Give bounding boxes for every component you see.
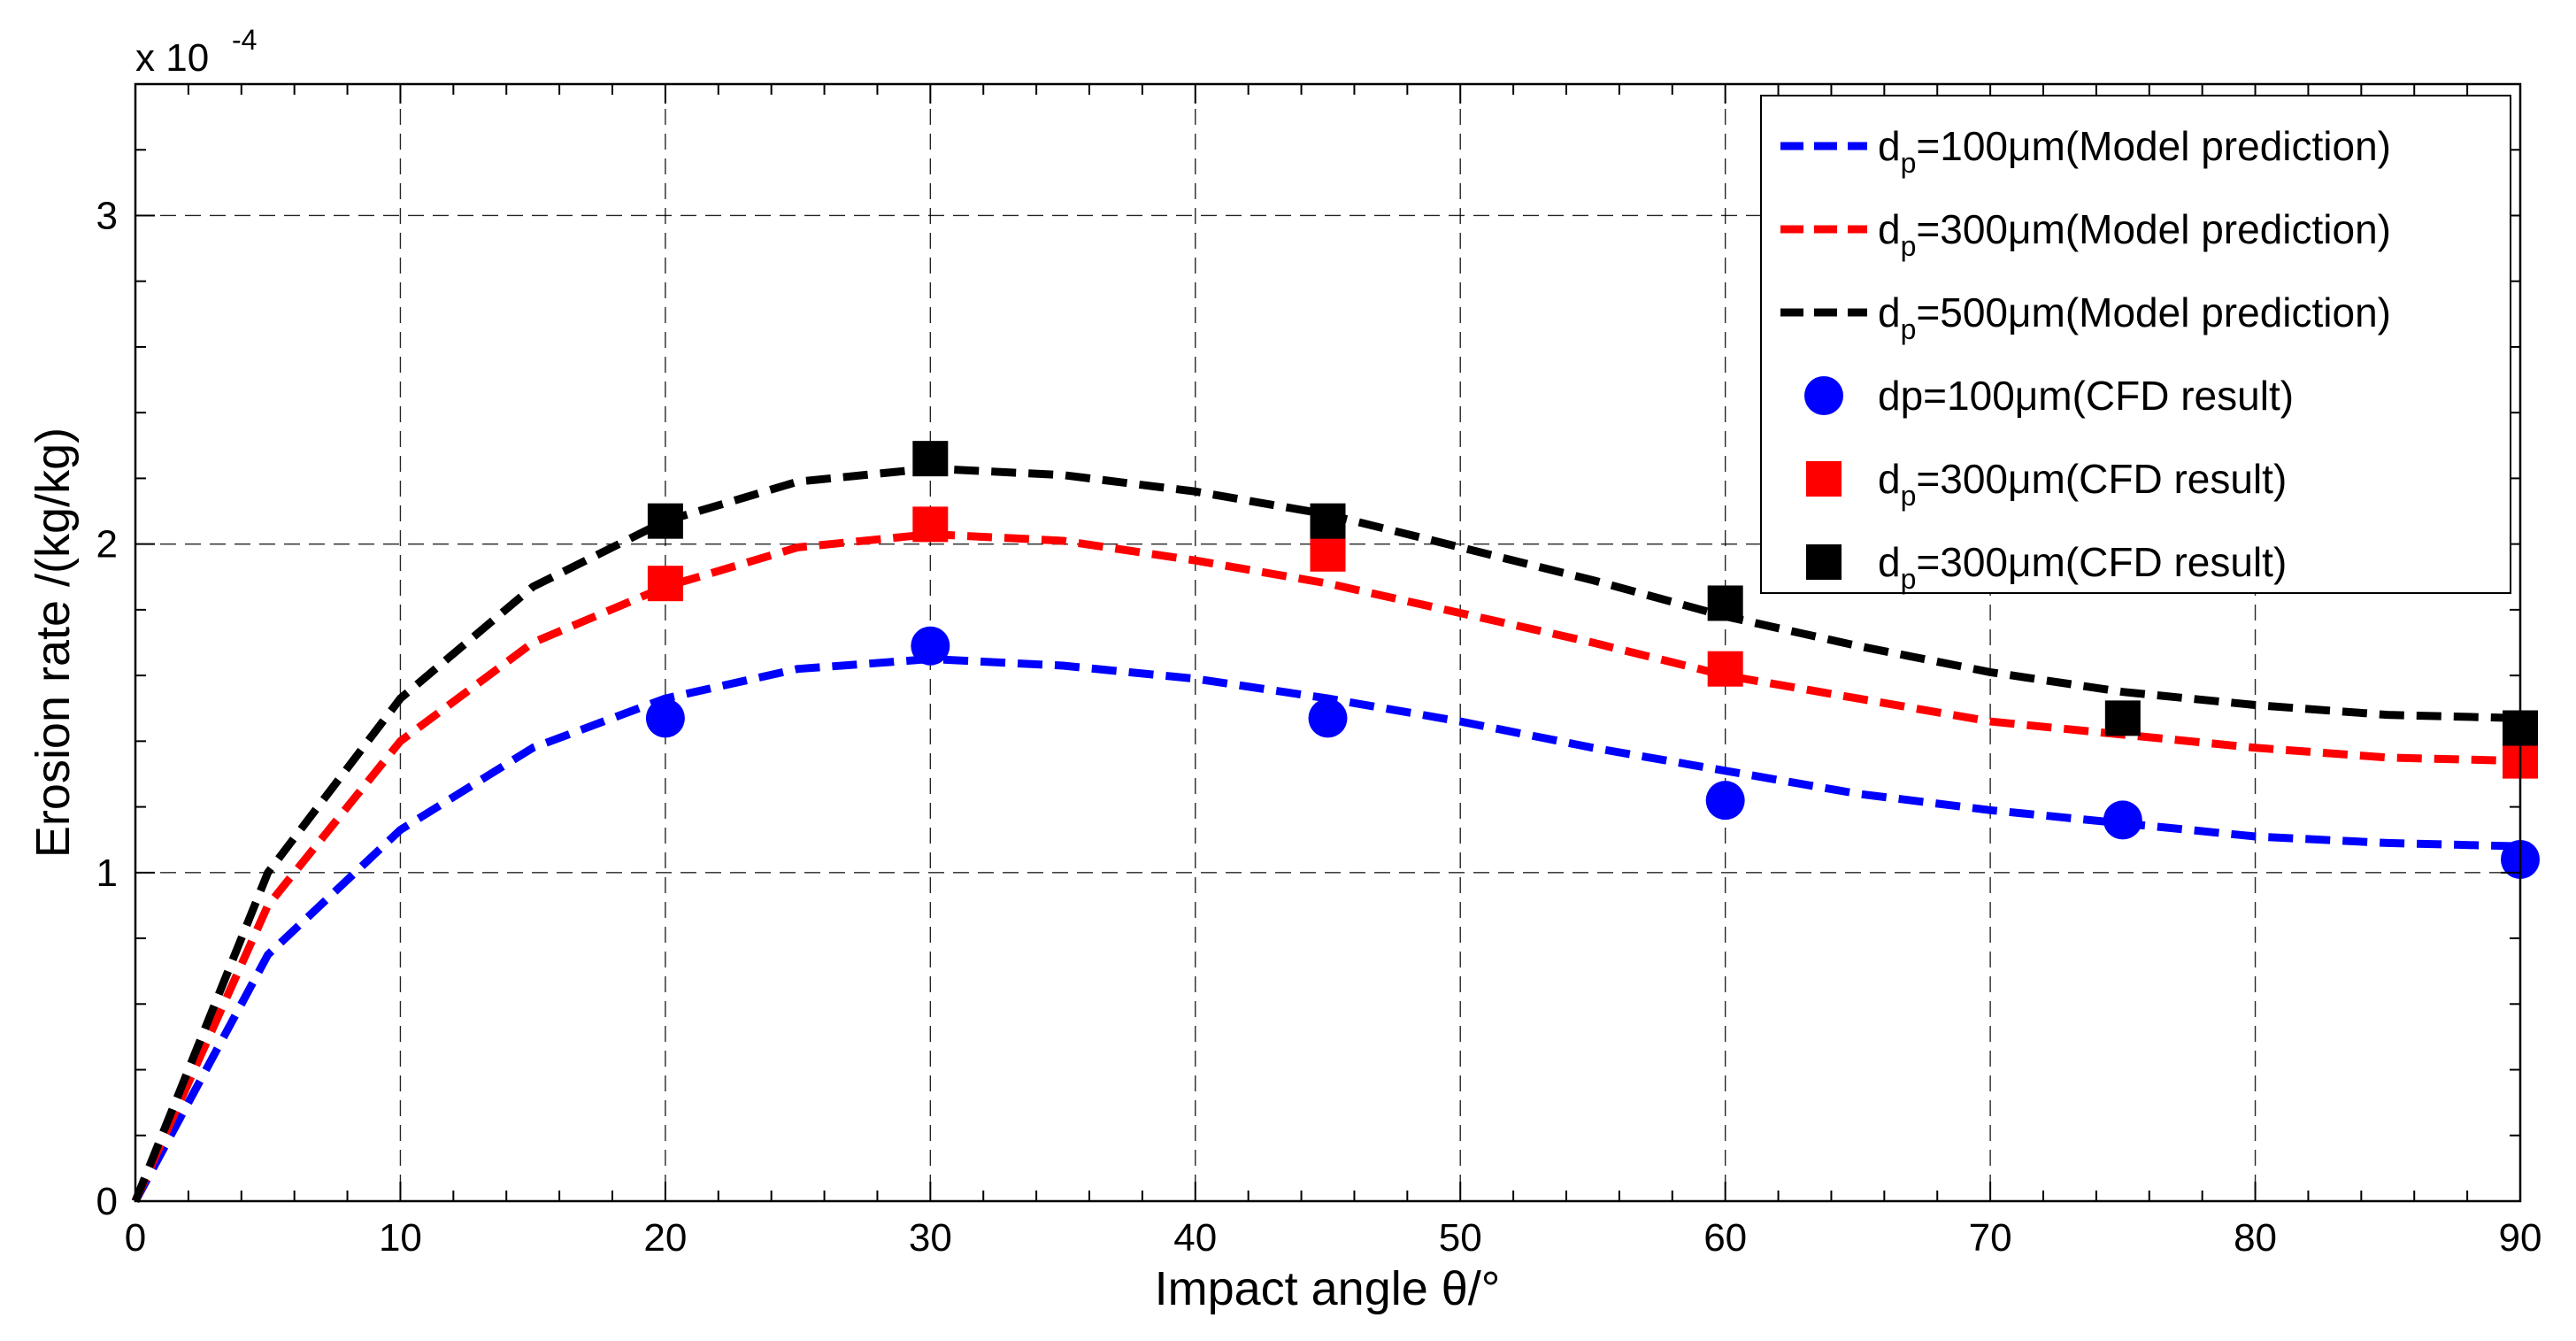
x-tick-label: 70 <box>1969 1216 2012 1260</box>
data-point-circle <box>1705 781 1745 821</box>
legend-label-main: dp=100μm(CFD result) <box>1878 373 2294 419</box>
legend-square-symbol <box>1806 461 1842 497</box>
legend-box <box>1760 95 2511 594</box>
legend: dp=100μm(Model prediction)dp=300μm(Model… <box>1760 95 2511 595</box>
x-tick-label: 40 <box>1173 1216 1217 1260</box>
x-tick-label: 60 <box>1703 1216 1747 1260</box>
x-tick-label: 20 <box>643 1216 687 1260</box>
legend-label-rest: =100μm(Model prediction) <box>1916 123 2391 169</box>
legend-label-main: d <box>1878 456 1901 502</box>
data-point-square <box>1707 585 1743 621</box>
legend-label-main: d <box>1878 206 1901 252</box>
legend-label-rest: =300μm(Model prediction) <box>1916 206 2391 252</box>
data-point-square <box>912 441 949 477</box>
tick-label-layer: 0 10 20 30 40 50 60 70 80 90 0 1 2 3 <box>96 194 2542 1260</box>
legend-label: dp=300μm(CFD result) <box>1878 539 2287 595</box>
legend-label: dp=300μm(Model prediction) <box>1878 206 2391 262</box>
y-axis-label: Erosion rate /(kg/kg) <box>27 428 80 858</box>
legend-label: dp=100μm(CFD result) <box>1878 373 2294 419</box>
data-point-square <box>647 503 683 539</box>
data-point-square <box>912 506 949 543</box>
x-tick-label: 50 <box>1439 1216 1482 1260</box>
legend-label-subscript: p <box>1901 480 1917 512</box>
y-tick-label: 3 <box>96 194 118 237</box>
y-tick-label: 0 <box>96 1180 118 1223</box>
legend-label-rest: =300μm(CFD result) <box>1916 539 2287 585</box>
y-exponent-label: -4 <box>232 24 257 56</box>
legend-label-subscript: p <box>1901 563 1917 595</box>
x-tick-label: 90 <box>2499 1216 2542 1260</box>
data-point-square <box>647 566 683 602</box>
y-tick-label: 1 <box>96 852 118 895</box>
legend-label-main: d <box>1878 123 1901 169</box>
legend-label-main: d <box>1878 539 1901 585</box>
x-tick-label: 80 <box>2234 1216 2277 1260</box>
data-point-square <box>1310 503 1346 539</box>
legend-square-symbol <box>1806 544 1842 580</box>
legend-label-rest: =300μm(CFD result) <box>1916 456 2287 502</box>
legend-entries: dp=100μm(Model prediction)dp=300μm(Model… <box>1780 123 2391 595</box>
legend-label-subscript: p <box>1901 313 1917 345</box>
x-axis-label: Impact angle θ/° <box>1155 1262 1501 1315</box>
data-point-square <box>2104 700 2141 736</box>
legend-label-subscript: p <box>1901 230 1917 262</box>
data-point-square <box>1707 651 1743 687</box>
y-multiplier-label: x 10 <box>135 36 209 80</box>
x-tick-label: 30 <box>909 1216 952 1260</box>
legend-label-rest: =500μm(Model prediction) <box>1916 289 2391 335</box>
series-layer <box>131 441 2540 1204</box>
x-tick-label: 10 <box>379 1216 422 1260</box>
x-tick-label: 0 <box>125 1216 146 1260</box>
legend-label-main: d <box>1878 289 1901 335</box>
data-point-circle <box>911 626 950 666</box>
legend-label: dp=100μm(Model prediction) <box>1878 123 2391 179</box>
y-tick-label: 2 <box>96 523 118 566</box>
legend-label: dp=300μm(CFD result) <box>1878 456 2287 512</box>
data-point-circle <box>2103 800 2142 840</box>
data-point-circle <box>1308 698 1348 738</box>
legend-circle-symbol <box>1804 376 1843 415</box>
data-point-square <box>1310 536 1346 572</box>
plot-frame <box>134 82 2522 1203</box>
legend-label-subscript: p <box>1901 147 1917 179</box>
legend-label: dp=500μm(Model prediction) <box>1878 289 2391 345</box>
data-point-circle <box>645 698 685 738</box>
